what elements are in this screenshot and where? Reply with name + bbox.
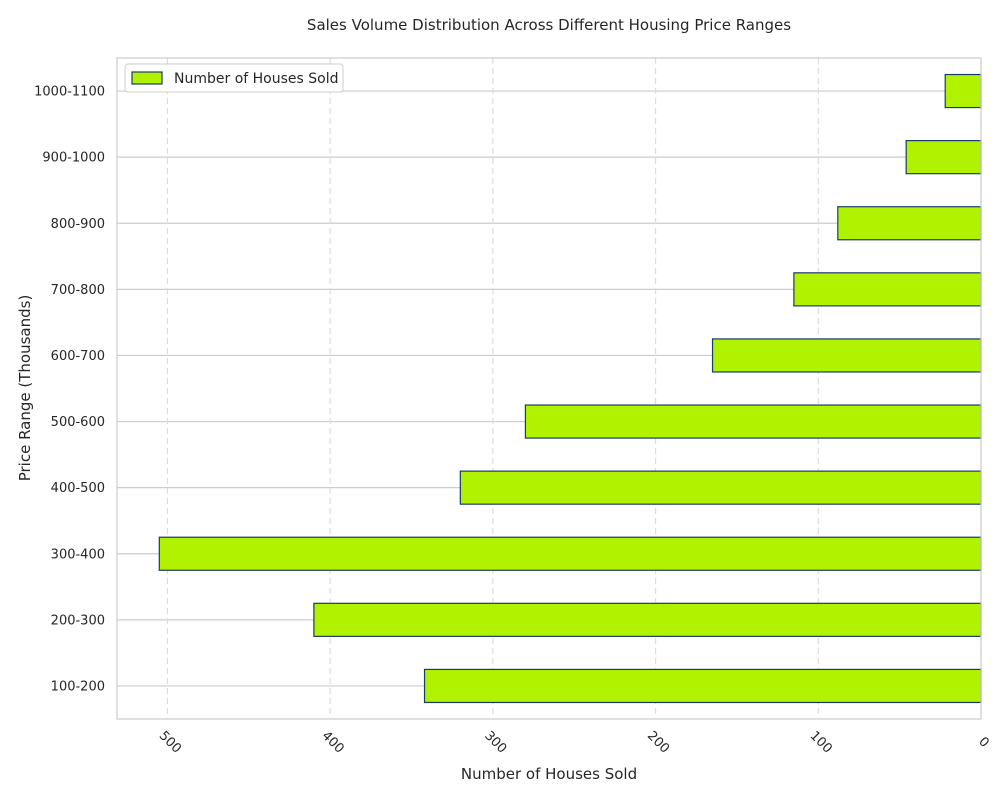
bar-200-300 <box>313 602 982 637</box>
x-tick-label: 400 <box>319 728 347 756</box>
y-tick-label: 900-1000 <box>42 151 105 166</box>
y-tick-label: 300-400 <box>51 547 105 562</box>
x-tick-labels: 0 100 200 300 400 500 <box>156 728 992 756</box>
bar-600-700 <box>711 338 982 373</box>
x-axis-label: Number of Houses Sold <box>461 765 637 783</box>
y-axis-label: Price Range (Thousands) <box>16 295 34 482</box>
x-tick-label: 100 <box>807 728 835 756</box>
y-tick-label: 100-200 <box>51 679 105 694</box>
bar-900-1000 <box>905 140 982 175</box>
bar-400-500 <box>459 470 982 505</box>
y-tick-label: 500-600 <box>51 415 105 430</box>
x-tick-label: 0 <box>975 734 991 750</box>
bar-300-400 <box>158 536 982 571</box>
y-tick-labels: 100-200 200-300 300-400 400-500 500-600 600-7… <box>34 85 105 695</box>
plot-frame <box>116 57 982 720</box>
bars <box>158 73 982 704</box>
legend-swatch <box>131 71 163 85</box>
y-tick-label: 400-500 <box>51 481 105 496</box>
legend-box <box>124 63 344 93</box>
bar-800-900 <box>837 206 982 241</box>
bar-500-600 <box>524 404 982 439</box>
y-tick-label: 1000-1100 <box>34 85 105 100</box>
chart-title: Sales Volume Distribution Across Differe… <box>307 16 791 34</box>
x-tick-label: 500 <box>156 728 184 756</box>
bar-700-800 <box>793 272 982 307</box>
x-tick-label: 300 <box>481 728 509 756</box>
bar-1000-1100 <box>944 73 982 109</box>
bar-100-200 <box>423 668 982 704</box>
legend: Number of Houses Sold <box>124 63 344 93</box>
x-tick-label: 200 <box>644 728 672 756</box>
legend-entry-label: Number of Houses Sold <box>174 71 338 87</box>
y-tick-label: 700-800 <box>51 283 105 298</box>
y-tick-label: 800-900 <box>51 217 105 232</box>
y-tick-label: 200-300 <box>51 613 105 628</box>
y-tick-label: 600-700 <box>51 349 105 364</box>
